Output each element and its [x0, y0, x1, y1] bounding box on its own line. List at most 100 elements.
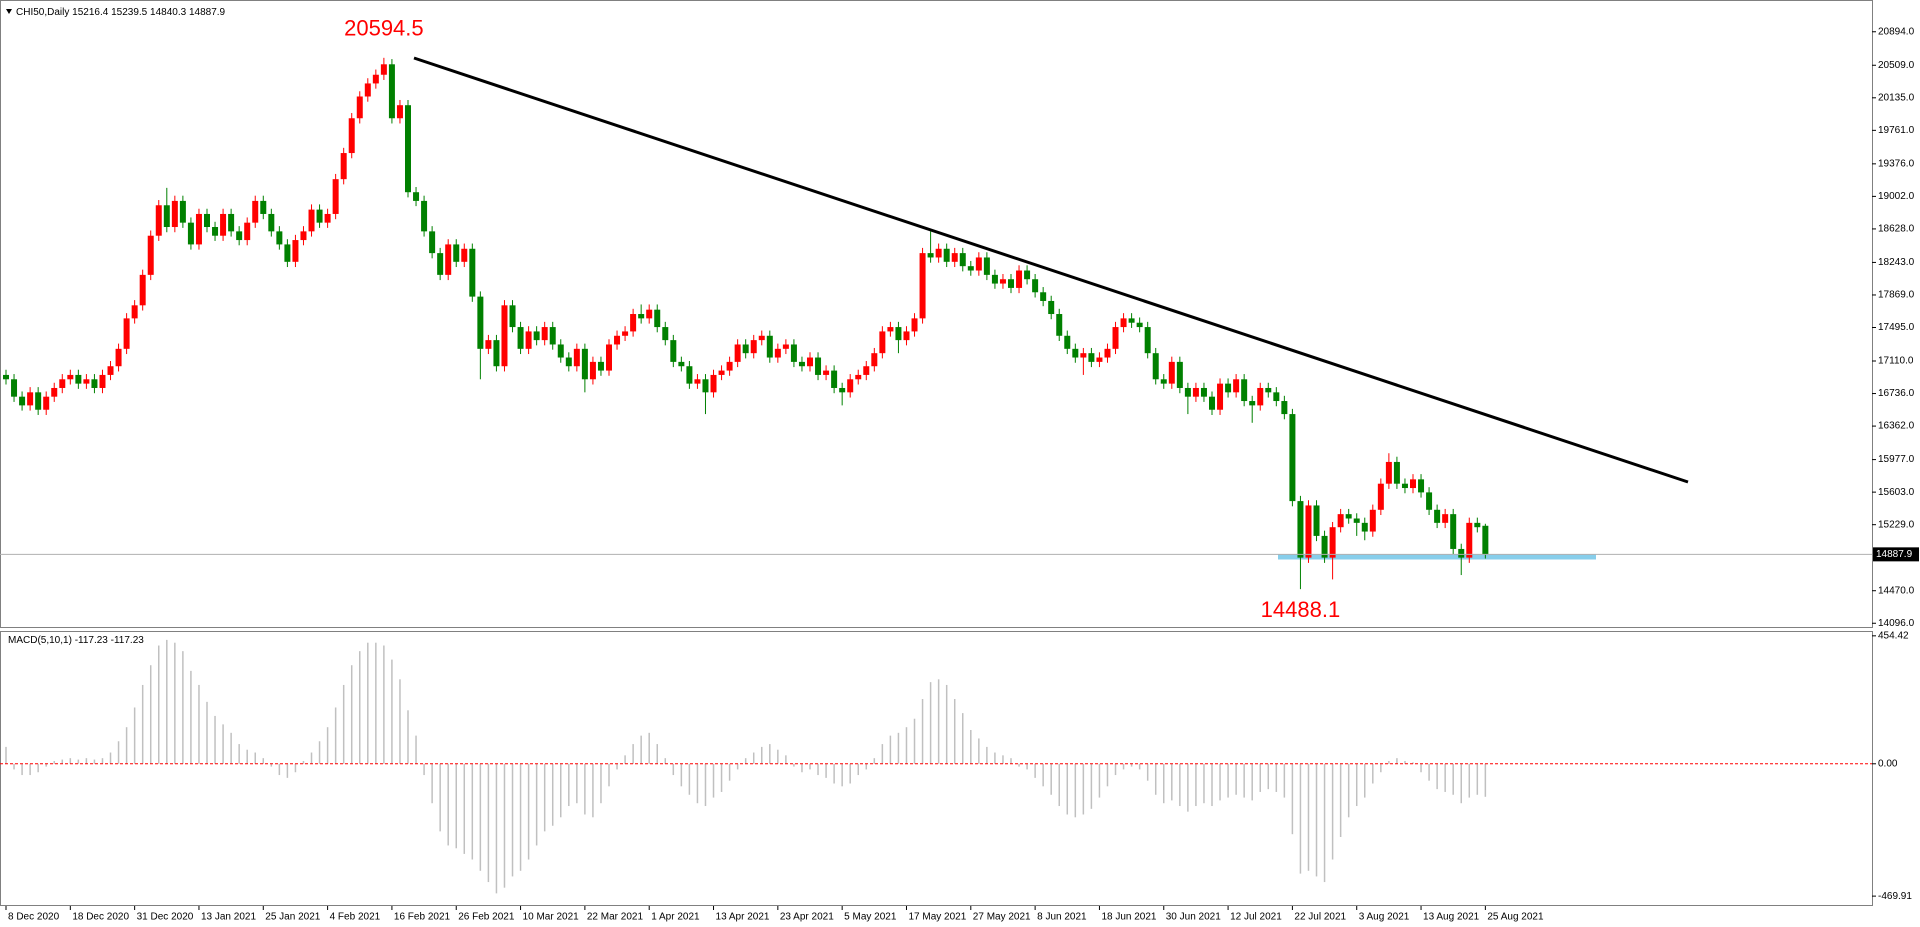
- price-label: 14887.9: [1876, 549, 1913, 560]
- candle-body: [1184, 387, 1191, 397]
- candle-body: [525, 331, 532, 349]
- candle-body: [276, 231, 283, 245]
- candle-body: [332, 179, 339, 214]
- candle-body: [895, 327, 902, 341]
- y-tick-label: 17110.0: [1878, 356, 1914, 367]
- candle-body: [260, 200, 267, 214]
- candle-body: [1353, 518, 1360, 523]
- candle-body: [879, 331, 886, 354]
- x-tick-label: 18 Jun 2021: [1101, 912, 1156, 923]
- y-tick-label: 19002.0: [1878, 191, 1915, 202]
- candle-body: [573, 348, 580, 367]
- candle-body: [131, 305, 138, 319]
- candle-body: [83, 379, 90, 384]
- candle-body: [999, 279, 1006, 284]
- candle-body: [163, 205, 170, 228]
- candle-body: [348, 118, 355, 154]
- candle-body: [686, 366, 693, 384]
- candle-body: [1096, 357, 1103, 362]
- candle-body: [171, 200, 178, 228]
- candle-body: [155, 205, 162, 236]
- x-tick-label: 13 Apr 2021: [716, 912, 770, 923]
- candle-body: [1024, 270, 1031, 280]
- low-value: 14840.3: [150, 7, 187, 18]
- candle-body: [364, 83, 371, 97]
- candle-body: [597, 361, 604, 371]
- y-tick-label: 16362.0: [1878, 421, 1915, 432]
- candle-body: [887, 327, 894, 332]
- candle-body: [1434, 509, 1441, 523]
- candle-body: [59, 379, 66, 388]
- y-tick-label: 454.42: [1878, 630, 1909, 641]
- candle-body: [1072, 348, 1079, 358]
- candle-body: [509, 305, 516, 328]
- candle-body: [324, 213, 331, 223]
- candle-body: [1345, 514, 1352, 519]
- y-tick-label: 16736.0: [1878, 388, 1915, 399]
- candle-body: [541, 327, 548, 341]
- candle-body: [1305, 505, 1312, 558]
- x-tick-label: 23 Apr 2021: [780, 912, 834, 923]
- candle-body: [195, 213, 202, 245]
- candle-body: [855, 374, 862, 380]
- candle-body: [790, 344, 797, 362]
- candle-body: [581, 348, 588, 380]
- candle-body: [91, 379, 98, 388]
- candle-body: [1112, 327, 1119, 349]
- candle-body: [734, 344, 741, 362]
- candle-body: [380, 64, 387, 75]
- candle-body: [823, 370, 830, 375]
- x-tick-label: 22 Mar 2021: [587, 912, 644, 923]
- x-tick-label: 5 May 2021: [844, 912, 897, 923]
- candle-body: [429, 231, 436, 254]
- candle-body: [11, 379, 18, 397]
- candle-body: [461, 248, 468, 262]
- candle-body: [75, 374, 82, 384]
- candle-body: [517, 327, 524, 349]
- candle-body: [421, 200, 428, 232]
- candle-body: [911, 318, 918, 332]
- candle-body: [437, 253, 444, 275]
- x-tick-label: 8 Jun 2021: [1037, 912, 1087, 923]
- menu-arrow[interactable]: [6, 9, 12, 14]
- candle-body: [1176, 361, 1183, 388]
- candle-body: [300, 231, 307, 241]
- x-tick-label: 13 Aug 2021: [1423, 912, 1480, 923]
- candle-body: [549, 327, 556, 345]
- candle-body: [1144, 327, 1151, 354]
- x-tick-label: 16 Feb 2021: [394, 912, 451, 923]
- candle-body: [606, 344, 612, 371]
- candle-body: [807, 357, 813, 367]
- y-tick-label: -469.91: [1878, 891, 1912, 902]
- y-tick-label: 20509.0: [1878, 60, 1915, 71]
- candle-body: [614, 335, 621, 345]
- candle-body: [831, 370, 838, 388]
- candle-body: [179, 200, 186, 223]
- candle-body: [469, 248, 476, 297]
- candle-body: [1233, 379, 1240, 393]
- candle-body: [204, 213, 210, 228]
- candle-body: [1008, 279, 1014, 288]
- candle-body: [1064, 335, 1071, 349]
- candle-body: [1016, 270, 1023, 288]
- x-tick-label: 13 Jan 2021: [201, 912, 256, 923]
- x-tick-label: 12 Jul 2021: [1230, 912, 1282, 923]
- candle-body: [1361, 522, 1368, 532]
- candle-body: [863, 366, 870, 375]
- candle-body: [1281, 401, 1288, 415]
- low-annotation: 14488.1: [1261, 597, 1341, 622]
- candle-body: [1088, 353, 1095, 362]
- candle-body: [99, 374, 106, 388]
- chart-header: CHI50,Daily 15216.4 15239.5 14840.3 1488…: [16, 7, 226, 18]
- candle-body: [1265, 387, 1272, 393]
- candle-body: [1289, 414, 1296, 502]
- candle-body: [951, 253, 958, 262]
- x-tick-label: 8 Dec 2020: [8, 912, 60, 923]
- candle-body: [1152, 353, 1159, 380]
- candle-body: [107, 366, 114, 375]
- candle-body: [212, 227, 219, 236]
- candle-body: [51, 387, 58, 397]
- candle-body: [1128, 318, 1135, 323]
- x-tick-label: 25 Aug 2021: [1487, 912, 1544, 923]
- candle-body: [1120, 318, 1127, 328]
